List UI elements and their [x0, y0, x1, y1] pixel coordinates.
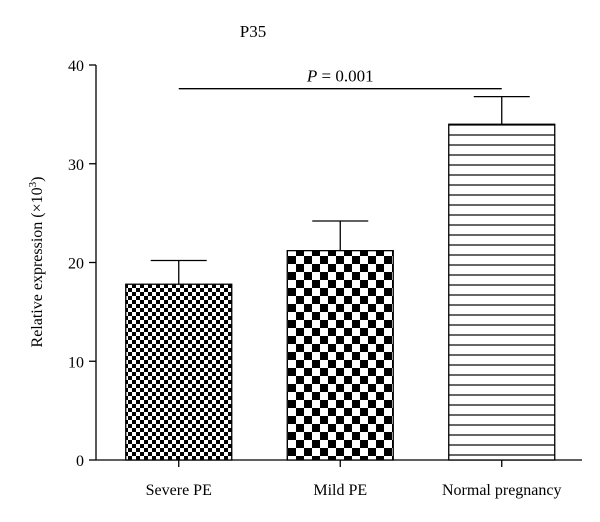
y-axis: 0 10 20 30 40 — [68, 58, 97, 470]
y-tick-label: 20 — [68, 256, 84, 273]
error-bars — [150, 95, 530, 285]
bar-mild-pe — [286, 249, 394, 461]
y-axis-label: Relative expression (×103) — [27, 177, 46, 348]
category-label: Mild PE — [313, 482, 367, 499]
p-value-label: P = 0.001 — [306, 67, 374, 86]
category-labels: Severe PE Mild PE Normal pregnancy — [146, 482, 562, 499]
bars — [125, 123, 556, 461]
y-tick-label: 10 — [68, 354, 84, 371]
chart-title: P35 — [240, 22, 266, 41]
significance-annotation: P = 0.001 — [178, 67, 502, 90]
p-symbol: P — [306, 67, 317, 86]
bar-normal-pregnancy — [448, 123, 556, 461]
x-axis — [96, 459, 582, 467]
category-label: Severe PE — [146, 482, 212, 499]
bar-severe-pe — [125, 283, 233, 461]
y-tick-label: 0 — [76, 453, 84, 470]
y-tick-label: 40 — [68, 58, 84, 75]
p-value-text: = 0.001 — [317, 67, 373, 86]
y-tick-label: 30 — [68, 157, 84, 174]
category-label: Normal pregnancy — [442, 482, 562, 499]
